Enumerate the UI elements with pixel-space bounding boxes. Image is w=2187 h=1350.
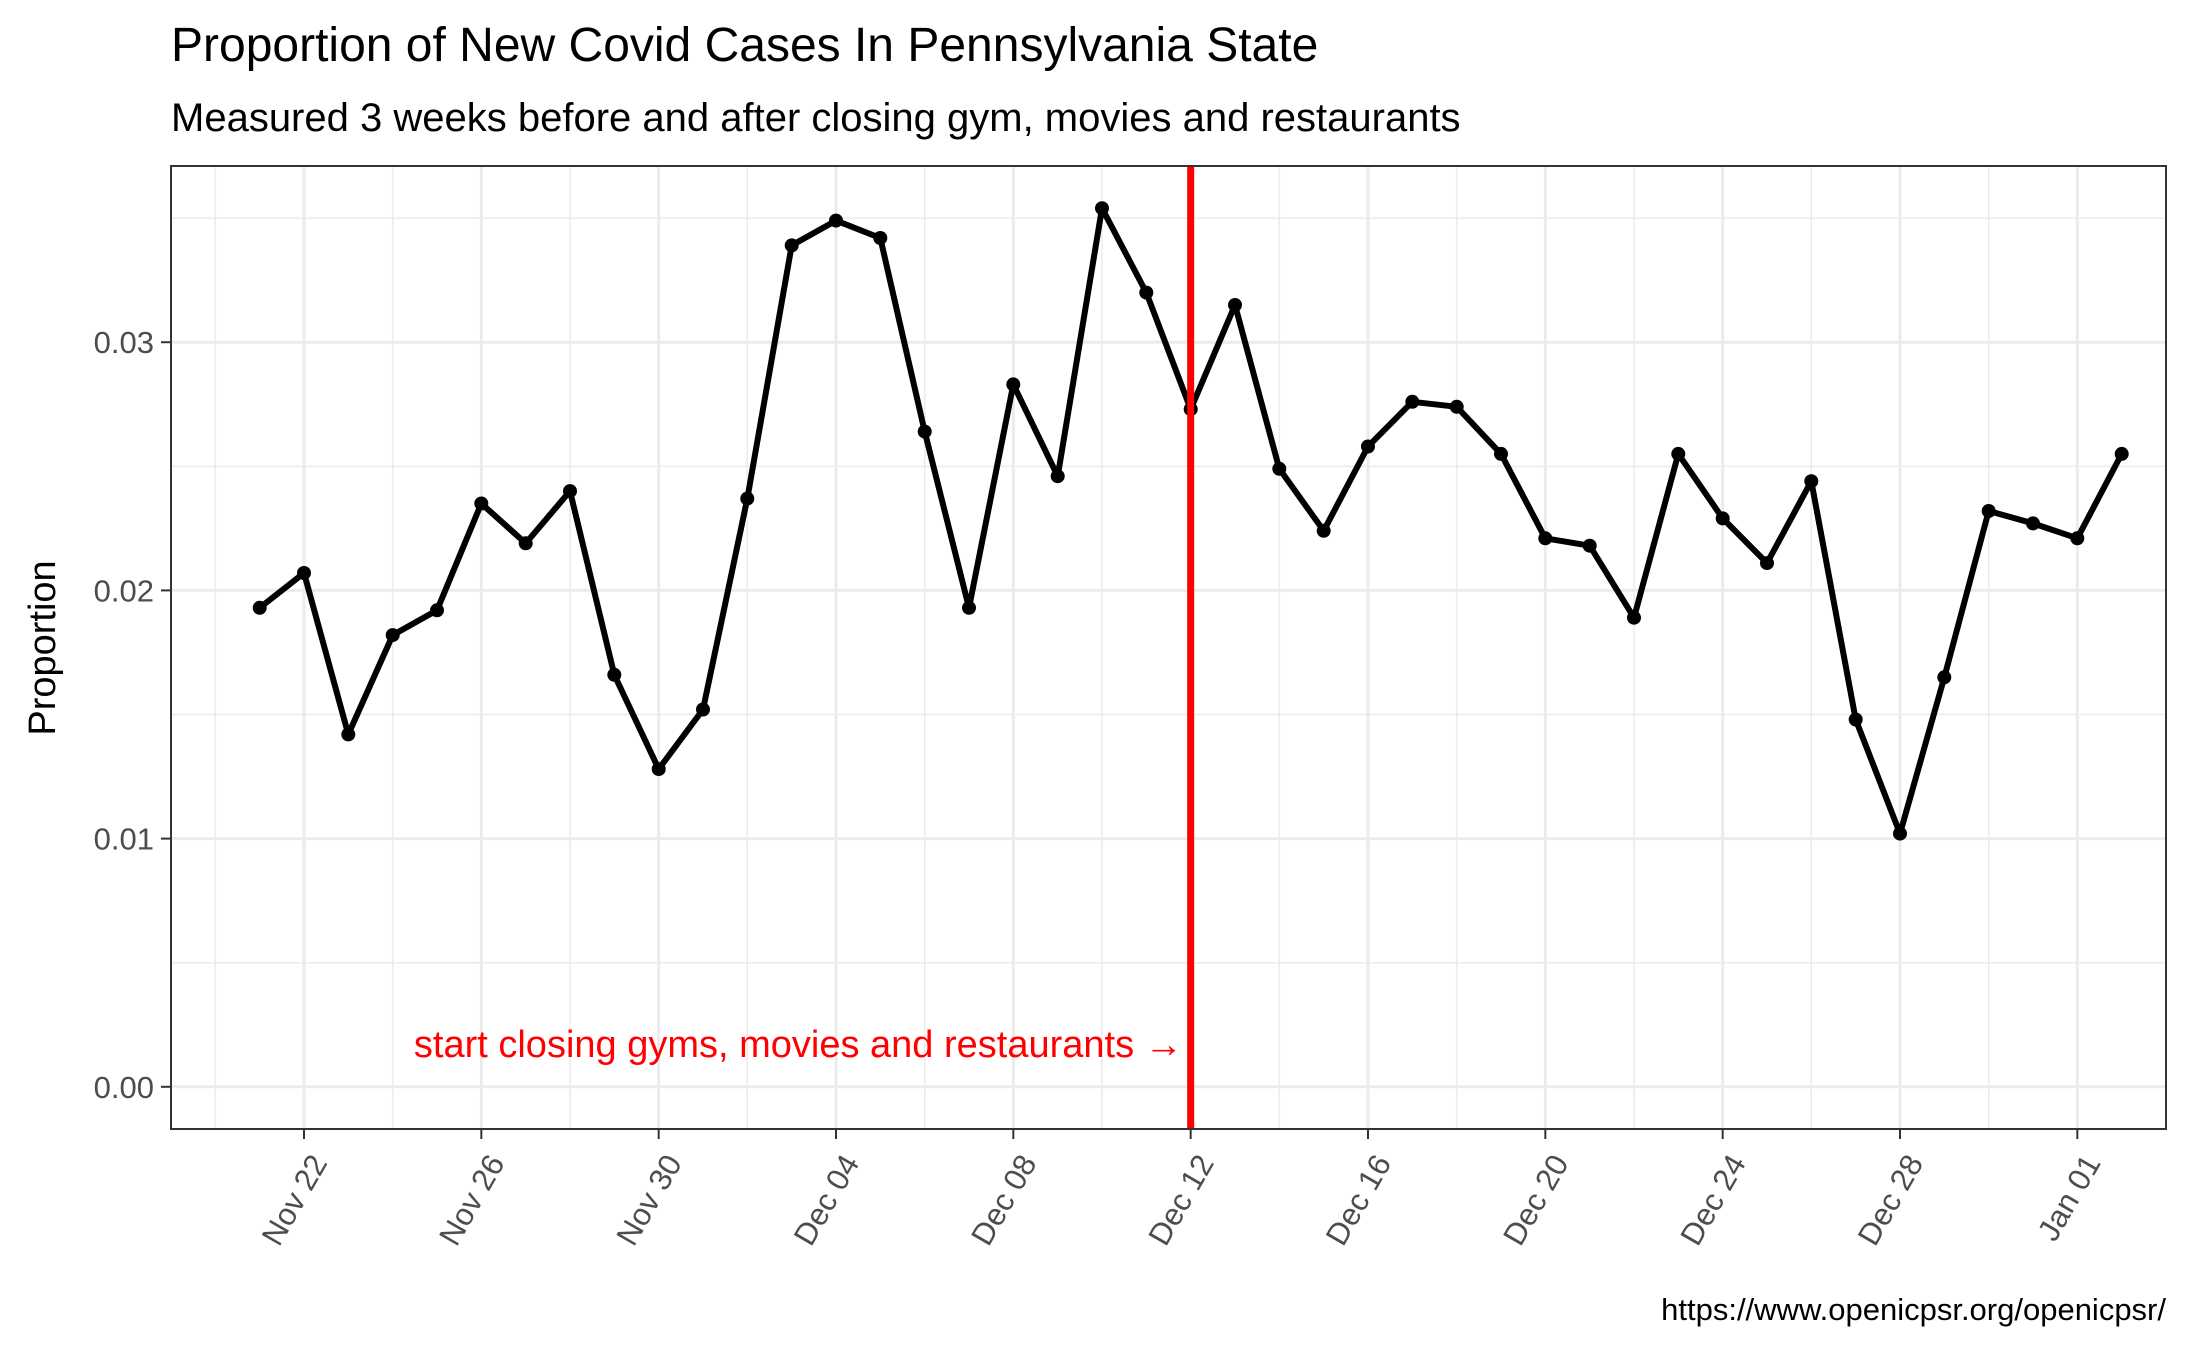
data-point	[2070, 531, 2085, 546]
data-point	[1316, 523, 1331, 538]
data-point	[1361, 439, 1375, 454]
data-point	[563, 484, 577, 499]
data-point	[1937, 670, 1952, 685]
y-tick-label: 0.03	[94, 325, 154, 360]
data-point	[1627, 610, 1641, 625]
y-tick-label: 0.00	[94, 1070, 154, 1105]
data-point	[1272, 461, 1287, 476]
panel-border	[170, 165, 2167, 1130]
data-point	[1494, 446, 1508, 461]
data-point	[518, 536, 533, 551]
data-point	[385, 628, 400, 643]
data-point	[1848, 712, 1863, 727]
data-point	[1804, 474, 1819, 489]
y-tick-label: 0.01	[94, 822, 154, 857]
data-point	[917, 424, 932, 439]
data-point	[1405, 394, 1420, 409]
data-point	[696, 702, 710, 717]
y-axis-title: Proportion	[22, 560, 64, 735]
data-point	[2114, 446, 2129, 461]
data-point	[873, 231, 888, 245]
data-point	[1449, 399, 1464, 414]
data-point	[607, 667, 622, 682]
data-point	[1760, 556, 1774, 571]
data-point	[651, 762, 666, 777]
data-point	[252, 600, 267, 615]
data-point	[341, 727, 356, 742]
data-point	[740, 491, 755, 506]
data-point	[430, 603, 444, 618]
data-point	[1006, 377, 1021, 392]
data-point	[1582, 538, 1597, 553]
data-point	[962, 600, 976, 615]
data-point	[829, 213, 843, 228]
data-point	[1671, 446, 1686, 461]
chart-caption: https://www.openicpsr.org/openicpsr/	[1661, 1292, 2166, 1327]
data-point	[2026, 516, 2040, 531]
data-point	[1538, 531, 1553, 546]
chart-title: Proportion of New Covid Cases In Pennsyl…	[171, 19, 1318, 72]
data-point	[1095, 201, 1109, 216]
data-point	[1050, 469, 1065, 484]
event-annotation: start closing gyms, movies and restauran…	[414, 1024, 1183, 1066]
data-point	[1981, 504, 1996, 518]
chart-subtitle: Measured 3 weeks before and after closin…	[171, 96, 1461, 140]
data-point	[1893, 826, 1907, 841]
data-point	[474, 496, 489, 511]
data-point	[1715, 511, 1730, 526]
data-point	[1139, 285, 1154, 300]
vline-group: start closing gyms, movies and restauran…	[414, 166, 1195, 1129]
data-point	[1228, 298, 1242, 312]
grid-minor	[171, 166, 2166, 1129]
data-point	[784, 238, 799, 253]
y-tick-label: 0.02	[94, 573, 154, 608]
y-axis: 0.00 0.01 0.02 0.03	[94, 325, 171, 1105]
points-group	[252, 201, 2129, 841]
data-point	[297, 566, 311, 580]
